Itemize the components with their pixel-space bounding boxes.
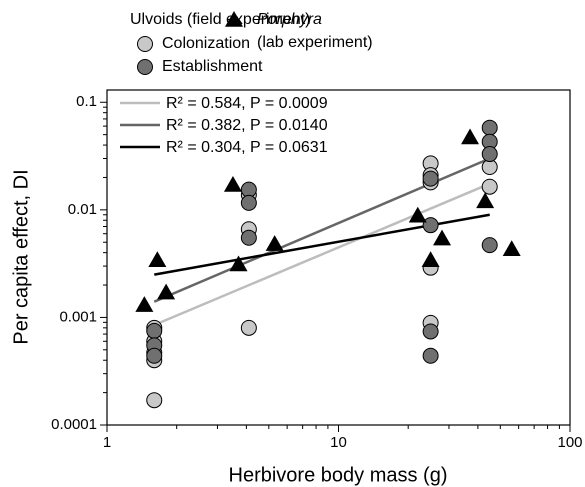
circle-marker xyxy=(481,146,498,163)
x-tick-label: 10 xyxy=(330,434,347,451)
fit-line xyxy=(153,182,491,327)
legend-label: Establishment xyxy=(162,58,263,75)
circle-marker xyxy=(146,392,163,409)
triangle-marker xyxy=(461,128,480,145)
fit-legend-label: R² = 0.584, P = 0.0009 xyxy=(166,95,328,112)
triangle-marker xyxy=(223,176,242,192)
triangle-marker xyxy=(135,296,154,312)
x-axis-title: Herbivore body mass (g) xyxy=(229,464,448,486)
circle-marker xyxy=(422,323,439,340)
legend-label: Colonization xyxy=(162,35,250,52)
legend-marker xyxy=(137,36,153,52)
legend-note: (lab experiment) xyxy=(257,34,373,51)
triangle-marker xyxy=(229,255,248,272)
legend-group-title: Ulvoids (field experiment) xyxy=(130,11,311,28)
y-tick-label: 0.1 xyxy=(76,93,97,110)
legend-marker xyxy=(225,11,243,27)
circle-marker xyxy=(240,194,257,211)
y-tick-label: 0.0001 xyxy=(51,416,97,433)
fit-legend-label: R² = 0.304, P = 0.0631 xyxy=(166,139,328,156)
triangle-marker xyxy=(476,192,495,209)
y-axis-title: Per capita effect, DI xyxy=(10,169,32,344)
triangle-marker xyxy=(265,235,284,251)
triangle-marker xyxy=(433,229,452,246)
circle-marker xyxy=(481,237,498,254)
circle-marker xyxy=(481,178,498,195)
circle-marker xyxy=(422,170,439,187)
circle-marker xyxy=(146,347,163,364)
circle-marker xyxy=(422,347,439,364)
circle-marker xyxy=(422,217,439,234)
legend-marker xyxy=(137,59,153,75)
circle-marker xyxy=(481,119,498,136)
y-tick-label: 0.001 xyxy=(59,308,97,325)
fit-legend-label: R² = 0.382, P = 0.0140 xyxy=(166,117,328,134)
triangle-marker xyxy=(421,251,440,267)
circle-marker xyxy=(240,229,257,246)
y-tick-label: 0.01 xyxy=(68,201,97,218)
circle-marker xyxy=(240,319,257,336)
x-tick-label: 100 xyxy=(557,434,582,451)
fit-line xyxy=(153,157,491,303)
triangle-marker xyxy=(408,206,427,223)
legend-label: Porphyra xyxy=(257,11,322,28)
triangle-marker xyxy=(157,283,176,300)
circle-marker xyxy=(146,322,163,339)
triangle-marker xyxy=(148,251,167,267)
x-tick-label: 1 xyxy=(103,434,111,451)
triangle-marker xyxy=(502,240,521,257)
